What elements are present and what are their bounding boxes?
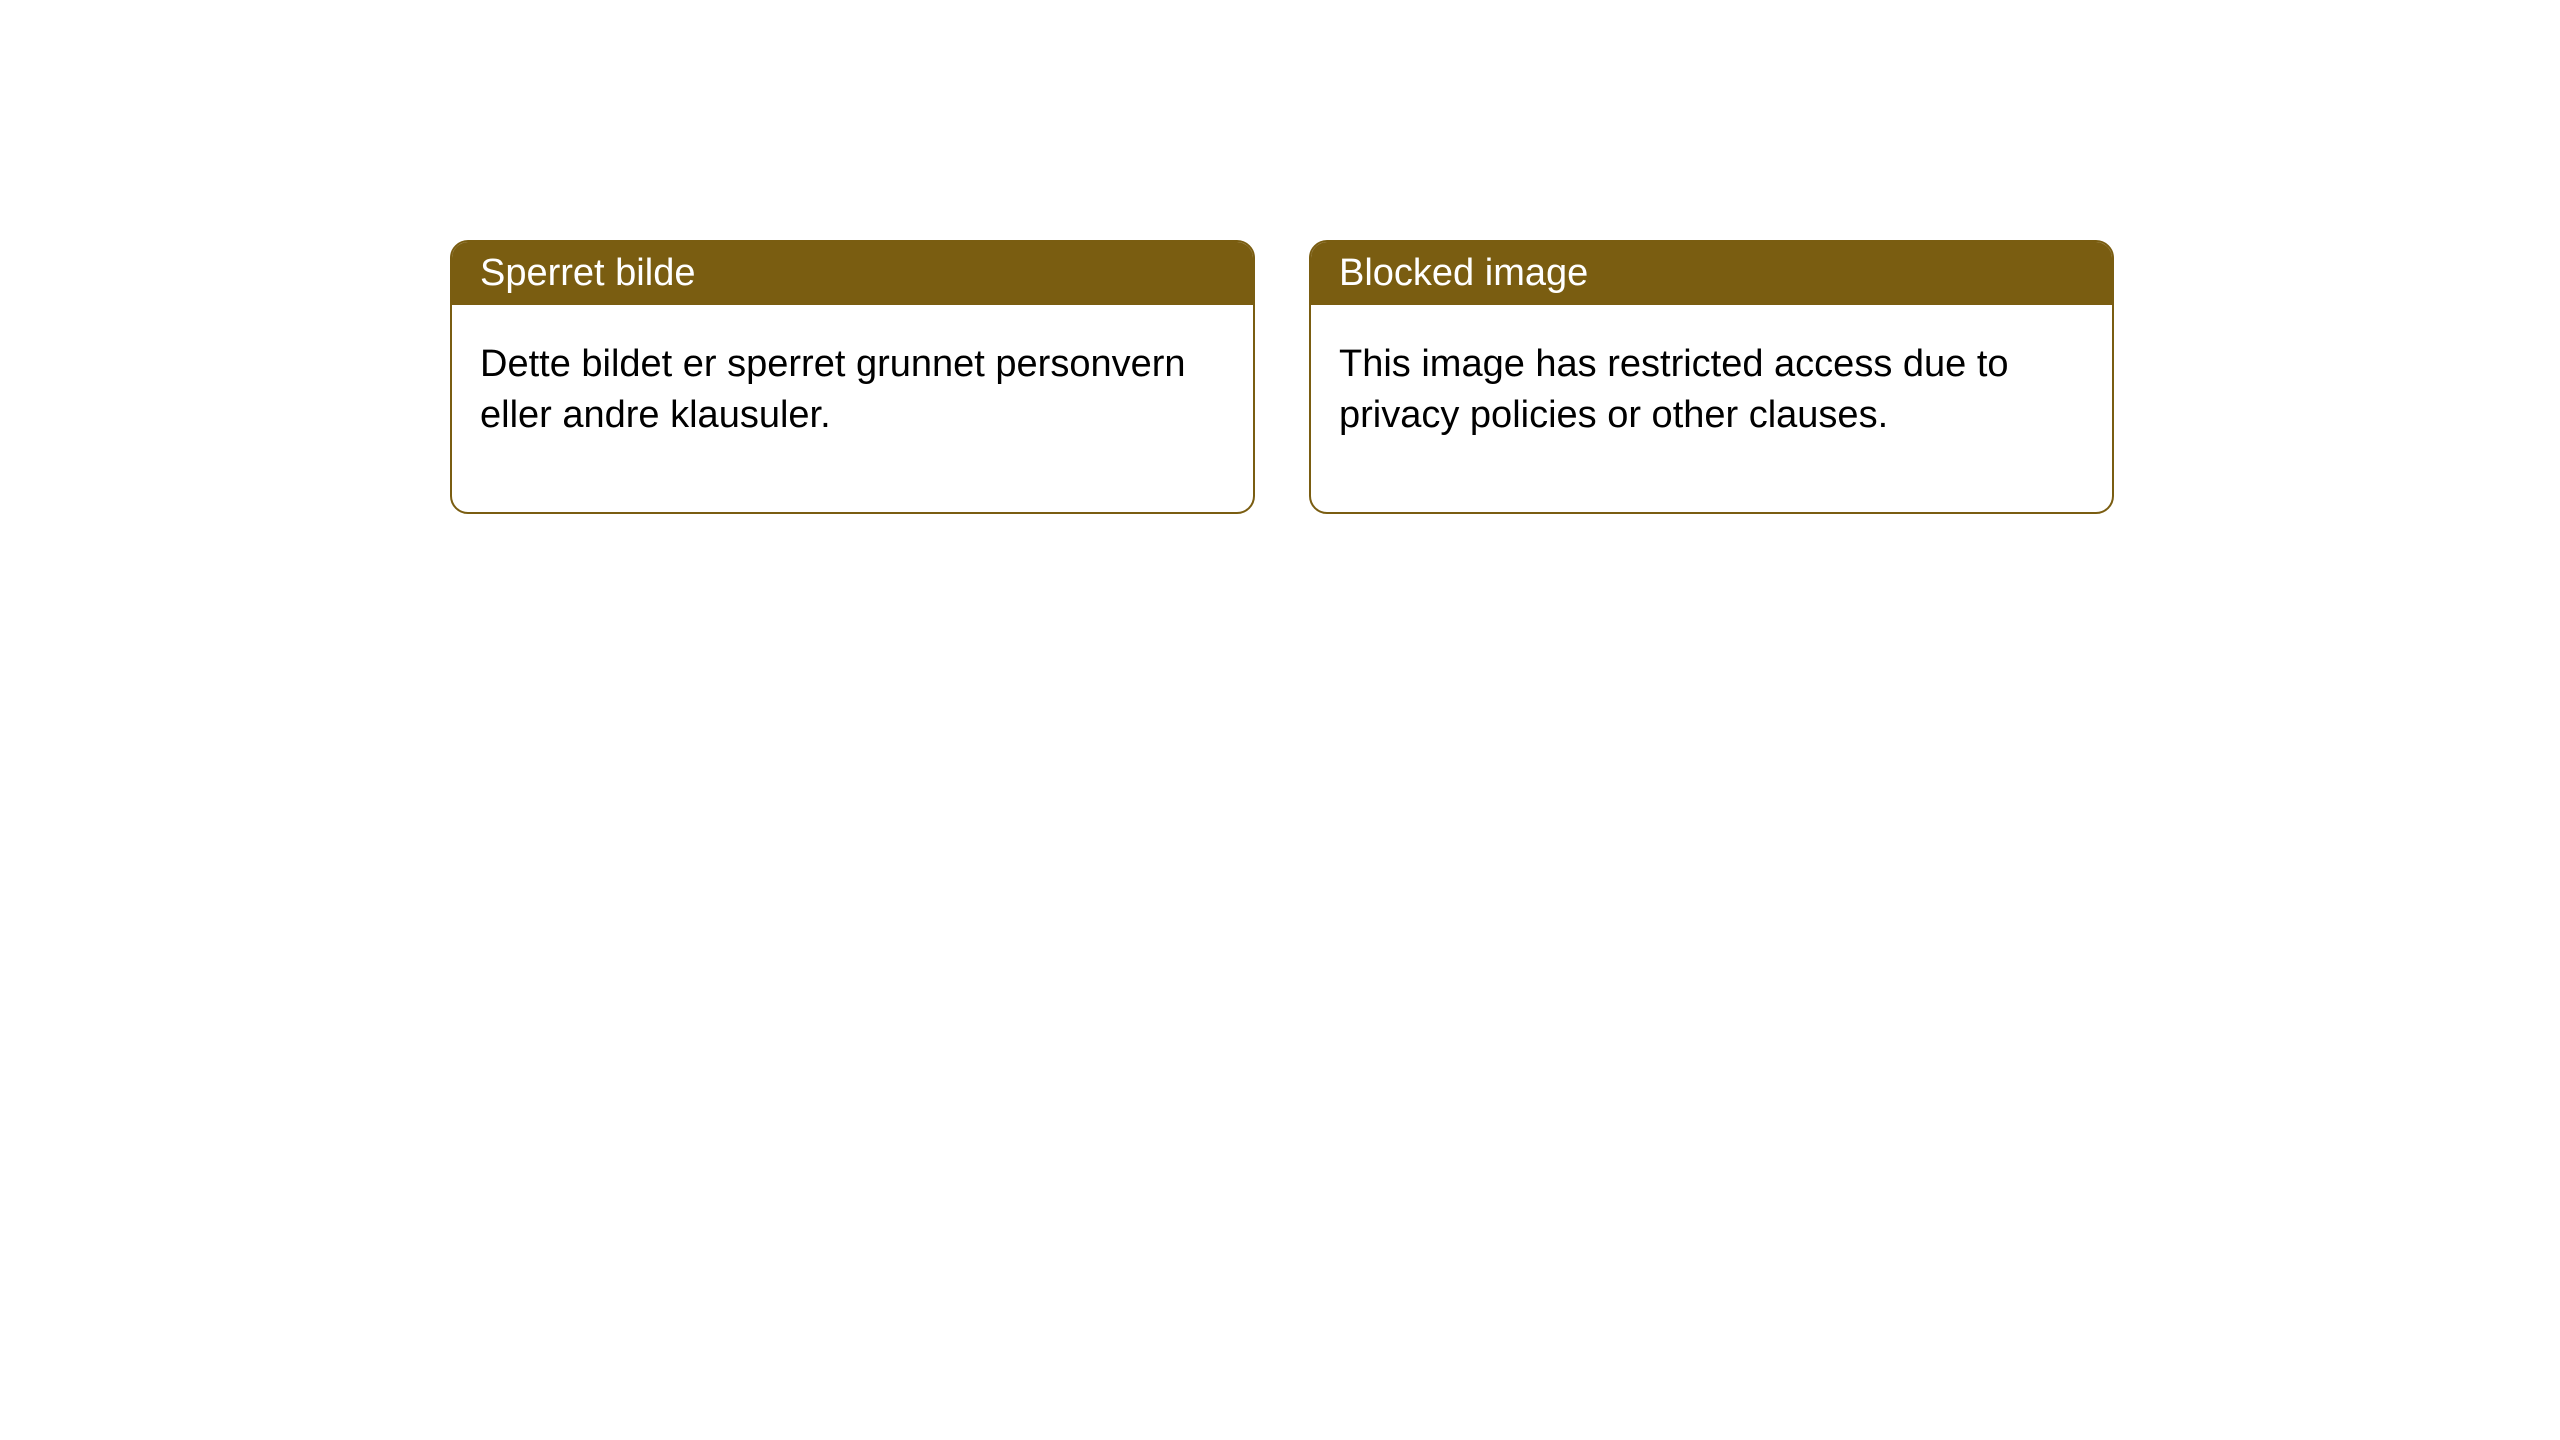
card-title: Sperret bilde (480, 252, 695, 294)
card-title: Blocked image (1339, 252, 1588, 294)
card-container: Sperret bilde Dette bildet er sperret gr… (0, 0, 2560, 514)
card-body-text: Dette bildet er sperret grunnet personve… (480, 343, 1186, 436)
card-header: Blocked image (1311, 242, 2112, 305)
card-body: This image has restricted access due to … (1311, 305, 2112, 512)
card-body-text: This image has restricted access due to … (1339, 343, 2009, 436)
card-header: Sperret bilde (452, 242, 1253, 305)
card-body: Dette bildet er sperret grunnet personve… (452, 305, 1253, 512)
blocked-image-card-no: Sperret bilde Dette bildet er sperret gr… (450, 240, 1255, 514)
blocked-image-card-en: Blocked image This image has restricted … (1309, 240, 2114, 514)
